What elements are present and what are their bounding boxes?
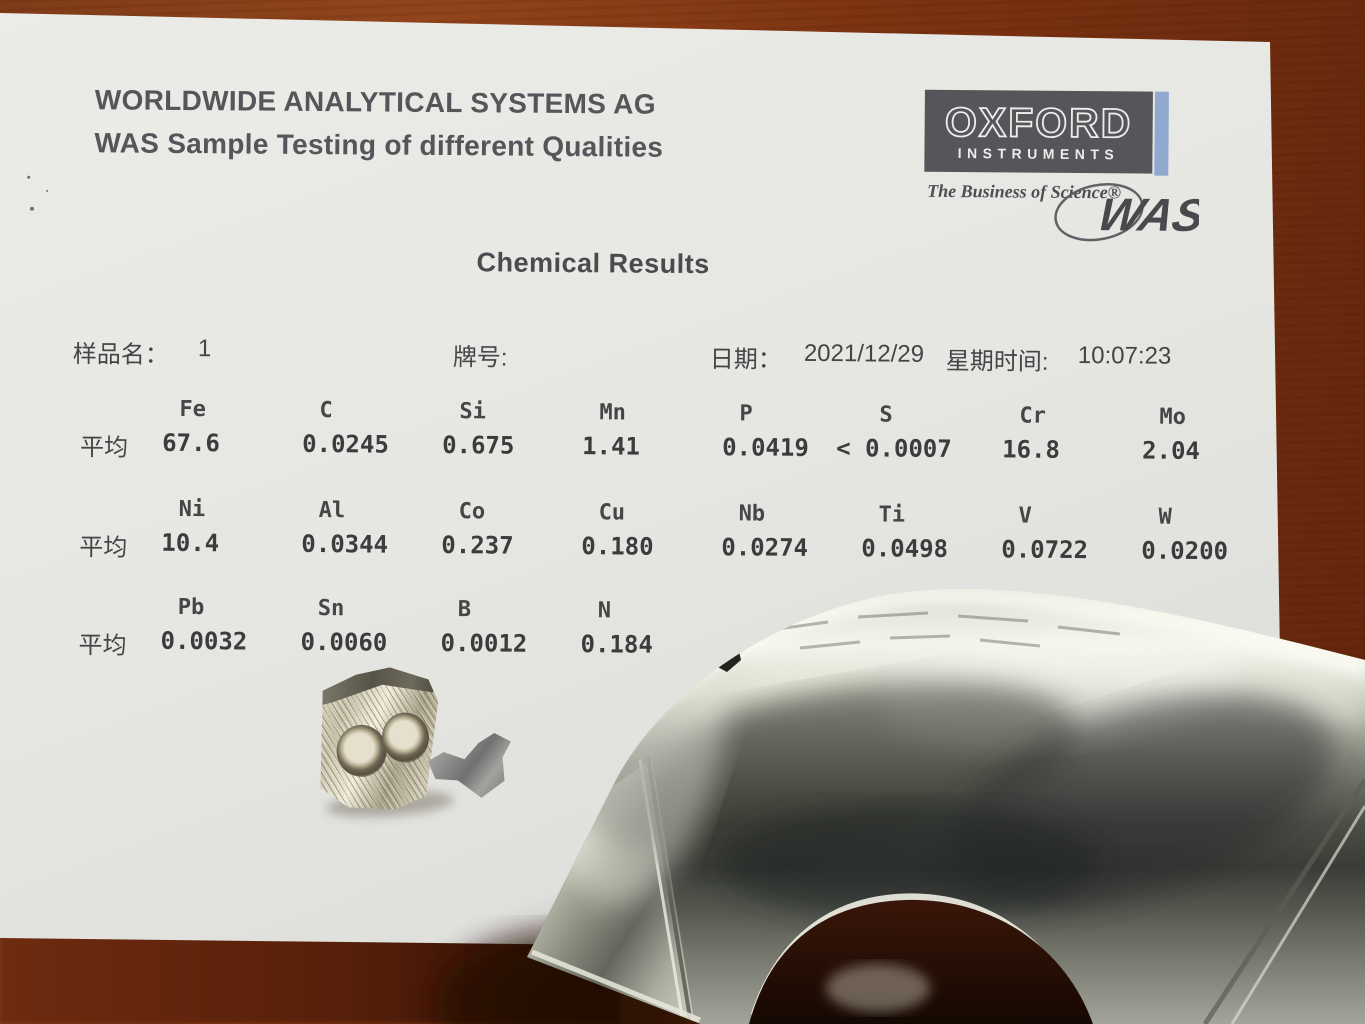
pipe-rim-highlight xyxy=(531,949,701,1023)
under-arch-light-spot xyxy=(826,964,930,1012)
was-monogram-text: WAS xyxy=(1093,189,1199,241)
dark-reflection xyxy=(720,804,1100,920)
right-joint-groove xyxy=(1202,778,1365,1024)
etched-markings xyxy=(769,611,1121,650)
was-monogram-icon: WAS xyxy=(1054,183,1199,242)
right-joint-highlight xyxy=(1230,805,1365,1024)
